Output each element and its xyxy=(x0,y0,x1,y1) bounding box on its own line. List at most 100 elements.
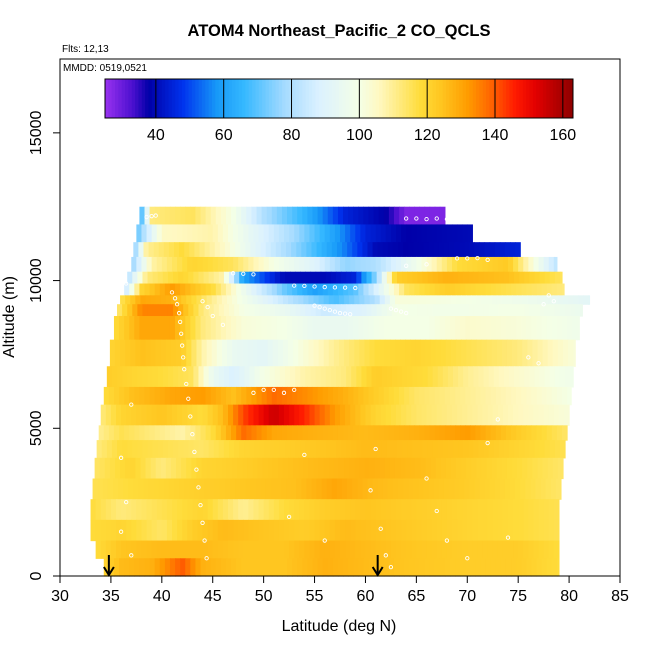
heatmap-cell xyxy=(373,558,380,577)
heatmap-cell xyxy=(396,519,402,542)
heatmap-cell xyxy=(129,558,135,577)
heatmap-cell xyxy=(481,339,488,367)
heatmap-cell xyxy=(375,499,382,521)
heatmap-cell xyxy=(253,224,260,243)
heatmap-cell xyxy=(309,404,316,426)
heatmap-cell xyxy=(440,295,447,305)
colorbar-swatch xyxy=(449,79,454,118)
heatmap-cell xyxy=(309,256,316,273)
heatmap-cell xyxy=(259,304,266,317)
heatmap-cell xyxy=(170,339,177,367)
heatmap-cell xyxy=(523,499,529,521)
heatmap-cell xyxy=(514,366,520,388)
heatmap-cell xyxy=(208,271,215,285)
heatmap-cell xyxy=(546,558,553,577)
heatmap-cell xyxy=(238,519,244,542)
heatmap-cell xyxy=(134,386,141,406)
heatmap-cell xyxy=(410,295,416,305)
heatmap-cell xyxy=(503,271,510,285)
colorbar-tick-label: 160 xyxy=(549,127,576,144)
heatmap-cell xyxy=(258,256,265,273)
heatmap-cell xyxy=(105,540,112,559)
heatmap-cell xyxy=(552,457,559,480)
heatmap-cell xyxy=(552,339,559,367)
heatmap-cell xyxy=(475,283,482,296)
heatmap-cell xyxy=(322,558,329,577)
heatmap-cell xyxy=(138,478,145,500)
heatmap-cell xyxy=(409,425,415,441)
heatmap-cell xyxy=(278,256,285,273)
colorbar-swatch xyxy=(328,79,333,118)
heatmap-cell xyxy=(187,540,193,559)
heatmap-cell xyxy=(524,366,530,388)
heatmap-cell xyxy=(146,404,153,426)
heatmap-cell xyxy=(519,304,525,317)
sample-point xyxy=(149,214,154,219)
heatmap-cell xyxy=(533,499,540,521)
heatmap-cell xyxy=(378,206,385,226)
heatmap-cell xyxy=(388,386,395,406)
heatmap-cell xyxy=(415,339,422,367)
heatmap-cell xyxy=(494,478,501,500)
heatmap-cell xyxy=(189,242,195,258)
heatmap-cell xyxy=(497,519,504,542)
heatmap-layer xyxy=(100,404,570,426)
heatmap-cell xyxy=(120,339,126,367)
heatmap-cell xyxy=(434,316,441,341)
heatmap-cell xyxy=(375,519,382,542)
heatmap-cell xyxy=(365,519,372,542)
heatmap-cell xyxy=(463,271,469,285)
heatmap-cell xyxy=(215,386,222,406)
heatmap-cell xyxy=(495,386,502,406)
colorbar-swatch xyxy=(442,79,447,118)
sample-point xyxy=(118,529,124,534)
heatmap-cell xyxy=(184,478,190,500)
heatmap-cell xyxy=(330,440,337,459)
heatmap-cell xyxy=(509,304,515,317)
heatmap-cell xyxy=(164,206,171,226)
heatmap-cell xyxy=(322,316,329,341)
heatmap-cell xyxy=(268,404,275,426)
heatmap-cell xyxy=(341,271,347,285)
heatmap-cell xyxy=(441,256,448,273)
heatmap-cell xyxy=(281,206,288,226)
heatmap-cell xyxy=(193,440,200,459)
heatmap-cell xyxy=(103,386,110,406)
heatmap-cell xyxy=(289,404,295,426)
heatmap-cell xyxy=(548,540,555,559)
heatmap-cell xyxy=(281,558,288,577)
x-tick-label: 45 xyxy=(204,588,222,605)
heatmap-cell xyxy=(457,499,463,521)
heatmap-cell xyxy=(238,256,244,273)
heatmap-cell xyxy=(373,206,380,226)
heatmap-cell xyxy=(218,271,225,285)
heatmap-cell xyxy=(479,242,486,258)
heatmap-cell xyxy=(131,404,137,426)
heatmap-cell xyxy=(330,271,337,285)
heatmap-cell xyxy=(222,224,229,243)
heatmap-cell xyxy=(391,366,398,388)
sample-point xyxy=(495,216,500,221)
heatmap-cell xyxy=(273,519,280,542)
heatmap-cell xyxy=(340,519,346,542)
heatmap-cell xyxy=(453,440,459,459)
heatmap-cell xyxy=(426,404,433,426)
heatmap-cell xyxy=(190,283,197,296)
heatmap-cell xyxy=(551,386,558,406)
colorbar-swatch xyxy=(405,79,410,118)
heatmap-cell xyxy=(207,519,214,542)
heatmap-cell xyxy=(94,457,101,480)
colorbar-swatch xyxy=(252,79,256,118)
heatmap-cell xyxy=(424,316,431,341)
heatmap-cell xyxy=(513,540,519,559)
profile-arrow xyxy=(371,555,384,577)
sample-point xyxy=(186,396,191,401)
heatmap-cell xyxy=(511,316,517,341)
heatmap-cell xyxy=(481,295,488,305)
heatmap-cell xyxy=(175,206,181,226)
heatmap-cell xyxy=(269,366,276,388)
colorbar-swatch xyxy=(125,79,129,118)
heatmap-cell xyxy=(516,558,522,577)
heatmap-cell xyxy=(401,540,407,559)
